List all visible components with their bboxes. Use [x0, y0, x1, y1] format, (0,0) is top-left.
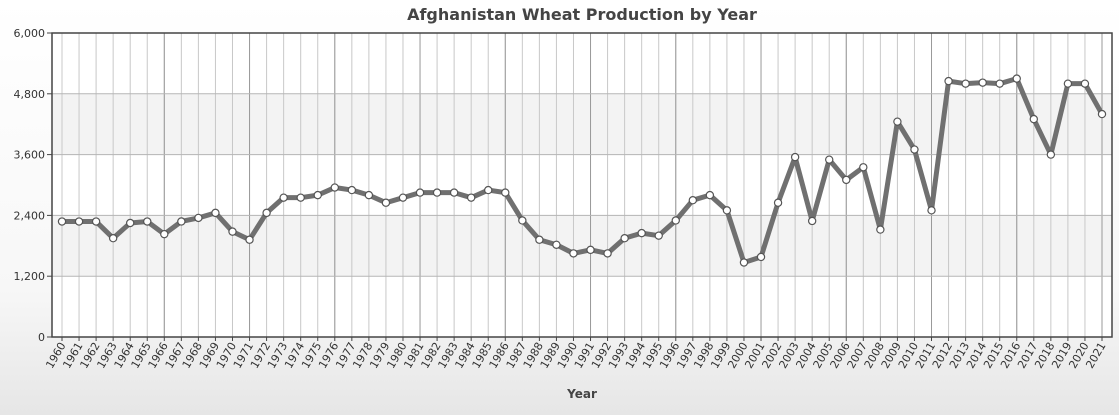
data-point-2020[interactable]: [1080, 79, 1090, 88]
data-point-1997[interactable]: [688, 195, 698, 205]
data-point-1984[interactable]: [466, 193, 476, 202]
data-point-1968[interactable]: [194, 213, 203, 223]
data-point-2003[interactable]: [790, 152, 800, 162]
data-point-1964[interactable]: [125, 218, 135, 228]
data-point-1973[interactable]: [279, 193, 288, 202]
y-tick-label: 2,400: [14, 209, 46, 222]
data-point-1994[interactable]: [637, 228, 646, 238]
data-point-1991[interactable]: [586, 245, 595, 255]
data-point-1990[interactable]: [569, 249, 578, 258]
data-point-1977[interactable]: [347, 185, 357, 195]
plot-band: [52, 276, 1112, 337]
data-point-2008[interactable]: [876, 225, 885, 234]
data-point-1992[interactable]: [603, 249, 612, 258]
data-point-2004[interactable]: [807, 216, 817, 226]
x-axis-title: Year: [566, 387, 597, 401]
data-point-1978[interactable]: [364, 190, 374, 200]
data-point-2021[interactable]: [1097, 109, 1107, 119]
data-point-1996[interactable]: [671, 216, 680, 225]
data-point-2011[interactable]: [927, 206, 936, 215]
data-point-2012[interactable]: [944, 76, 953, 86]
data-point-2006[interactable]: [842, 175, 851, 185]
data-point-1983[interactable]: [449, 188, 459, 197]
plot-bands: [52, 33, 1112, 337]
data-point-1985[interactable]: [484, 185, 493, 195]
data-point-2009[interactable]: [893, 117, 902, 126]
data-point-1966[interactable]: [160, 229, 169, 239]
y-tick-label: 0: [38, 331, 45, 344]
y-tick-label: 6,000: [14, 27, 46, 40]
series-layer: [57, 74, 1107, 267]
data-point-1999[interactable]: [722, 206, 732, 215]
plot-band: [52, 154, 1112, 216]
data-point-1981[interactable]: [415, 188, 425, 197]
data-point-1976[interactable]: [330, 183, 339, 192]
y-tick-label: 1,200: [14, 270, 46, 283]
data-point-2017[interactable]: [1029, 114, 1039, 124]
data-point-1982[interactable]: [432, 188, 442, 197]
data-point-1993[interactable]: [620, 233, 629, 243]
data-point-2010[interactable]: [910, 145, 919, 154]
data-point-2000[interactable]: [739, 258, 749, 267]
data-point-2015[interactable]: [995, 79, 1004, 88]
data-point-1962[interactable]: [91, 217, 101, 226]
data-point-1972[interactable]: [262, 208, 271, 218]
plot-band: [52, 215, 1112, 277]
data-point-1989[interactable]: [552, 240, 561, 249]
data-point-2014[interactable]: [978, 78, 987, 87]
data-point-1969[interactable]: [211, 208, 220, 218]
data-point-1998[interactable]: [705, 190, 715, 200]
data-point-2002[interactable]: [773, 198, 783, 207]
y-tick-label: 3,600: [14, 149, 46, 162]
plot-band: [52, 33, 1112, 94]
x-axis-ticks: 1960196119621963196419651966196719681969…: [43, 337, 1109, 371]
data-point-1971[interactable]: [245, 235, 254, 244]
data-point-2007[interactable]: [859, 163, 868, 172]
data-point-1960[interactable]: [57, 217, 67, 226]
data-point-1995[interactable]: [654, 231, 663, 240]
data-point-1965[interactable]: [143, 217, 152, 226]
plot-frame: [51, 32, 1113, 338]
data-point-1979[interactable]: [381, 198, 391, 207]
data-point-2019[interactable]: [1063, 79, 1073, 88]
data-point-1988[interactable]: [535, 235, 544, 244]
data-point-1974[interactable]: [296, 193, 305, 202]
data-point-1986[interactable]: [501, 188, 510, 197]
y-tick-label: 4,800: [14, 88, 46, 101]
data-point-1961[interactable]: [74, 217, 84, 226]
data-point-1967[interactable]: [177, 217, 186, 226]
chart-title: Afghanistan Wheat Production by Year: [407, 5, 757, 24]
data-point-1975[interactable]: [313, 190, 322, 200]
data-point-2005[interactable]: [825, 155, 834, 164]
data-point-1980[interactable]: [398, 193, 408, 202]
data-point-2001[interactable]: [756, 252, 766, 262]
plot-band: [52, 93, 1112, 155]
data-point-2013[interactable]: [961, 79, 970, 88]
data-point-2018[interactable]: [1046, 150, 1056, 159]
data-point-1987[interactable]: [518, 216, 527, 225]
data-point-2016[interactable]: [1012, 74, 1021, 83]
data-point-1963[interactable]: [108, 233, 118, 243]
data-point-1970[interactable]: [228, 227, 237, 236]
y-axis-ticks: 0 1,200 2,400 3,600 4,800 6,000: [14, 27, 52, 344]
